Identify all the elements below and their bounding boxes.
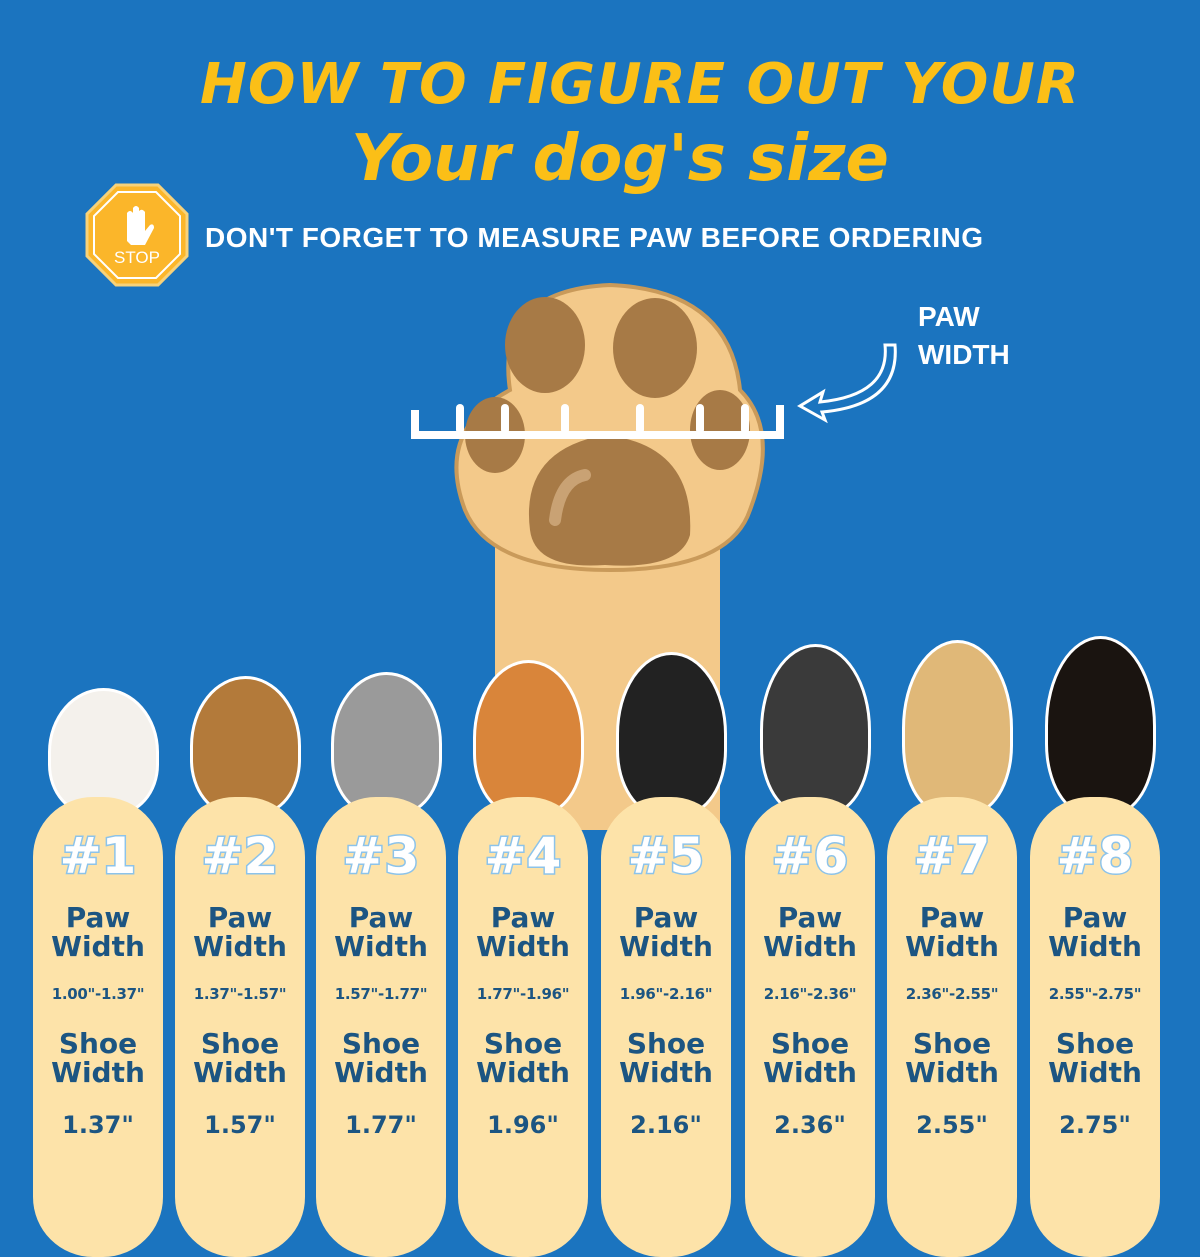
paw-width-range: 1.37"-1.57"	[193, 985, 287, 1003]
dog-photo	[1045, 636, 1156, 816]
size-number: #3	[341, 826, 421, 887]
size-card: #8 Paw Width 2.55"-2.75" Shoe Width 2.75"	[1030, 797, 1160, 1257]
dog-photo	[473, 660, 584, 816]
paw-width-range: 2.16"-2.36"	[763, 985, 857, 1003]
paw-width-label: Paw Width	[51, 901, 145, 963]
shoe-width-label: Shoe Width	[763, 1027, 857, 1089]
shoe-width-label: Shoe Width	[334, 1027, 428, 1089]
size-card: #1 Paw Width 1.00"-1.37" Shoe Width 1.37"	[33, 797, 163, 1257]
shoe-width-value: 2.55"	[916, 1111, 988, 1139]
stop-sign-icon: STOP	[85, 183, 189, 287]
size-card: #3 Paw Width 1.57"-1.77" Shoe Width 1.77"	[316, 797, 446, 1257]
shoe-width-value: 1.37"	[62, 1111, 134, 1139]
size-card: #7 Paw Width 2.36"-2.55" Shoe Width 2.55"	[887, 797, 1017, 1257]
size-number: #1	[58, 826, 138, 887]
paw-width-range: 1.77"-1.96"	[476, 985, 570, 1003]
shoe-width-value: 1.57"	[204, 1111, 276, 1139]
shoe-width-value: 2.36"	[774, 1111, 846, 1139]
paw-width-label: Paw Width	[334, 901, 428, 963]
paw-width-label: Paw Width	[193, 901, 287, 963]
dog-photo	[902, 640, 1013, 816]
title-line-1: HOW TO FIGURE OUT YOUR	[200, 52, 1080, 117]
paw-width-label: Paw Width	[619, 901, 713, 963]
size-number: #6	[770, 826, 850, 887]
title-line-2: Your dog's size	[351, 122, 889, 196]
shoe-width-label: Shoe Width	[619, 1027, 713, 1089]
size-number: #2	[200, 826, 280, 887]
size-number: #8	[1055, 826, 1135, 887]
paw-width-range: 1.57"-1.77"	[334, 985, 428, 1003]
size-card: #4 Paw Width 1.77"-1.96" Shoe Width 1.96"	[458, 797, 588, 1257]
paw-width-label: Paw Width	[905, 901, 999, 963]
shoe-width-value: 2.16"	[630, 1111, 702, 1139]
size-number: #5	[626, 826, 706, 887]
size-card: #2 Paw Width 1.37"-1.57" Shoe Width 1.57"	[175, 797, 305, 1257]
arrow-icon	[797, 343, 897, 424]
shoe-width-label: Shoe Width	[51, 1027, 145, 1089]
dog-photo	[760, 644, 871, 816]
dog-photo	[48, 688, 159, 816]
paw-width-label: Paw Width	[1048, 901, 1142, 963]
paw-width-range: 2.36"-2.55"	[905, 985, 999, 1003]
dog-photo	[331, 672, 442, 816]
reminder-text: DON'T FORGET TO MEASURE PAW BEFORE ORDER…	[205, 222, 984, 253]
stop-text: STOP	[114, 248, 160, 267]
shoe-width-label: Shoe Width	[193, 1027, 287, 1089]
dog-photo	[616, 652, 727, 816]
paw-width-range: 2.55"-2.75"	[1048, 985, 1142, 1003]
shoe-width-value: 2.75"	[1059, 1111, 1131, 1139]
ruler-icon	[411, 404, 784, 439]
shoe-width-value: 1.96"	[487, 1111, 559, 1139]
shoe-width-value: 1.77"	[345, 1111, 417, 1139]
shoe-width-label: Shoe Width	[476, 1027, 570, 1089]
dog-photo	[190, 676, 301, 816]
size-card: #6 Paw Width 2.16"-2.36" Shoe Width 2.36"	[745, 797, 875, 1257]
shoe-width-label: Shoe Width	[905, 1027, 999, 1089]
paw-width-range: 1.96"-2.16"	[619, 985, 713, 1003]
size-number: #4	[483, 826, 563, 887]
paw-width-label: Paw Width	[763, 901, 857, 963]
shoe-width-label: Shoe Width	[1048, 1027, 1142, 1089]
paw-width-range: 1.00"-1.37"	[51, 985, 145, 1003]
size-number: #7	[912, 826, 992, 887]
paw-illustration	[411, 282, 784, 830]
paw-width-label: Paw Width	[476, 901, 570, 963]
size-card: #5 Paw Width 1.96"-2.16" Shoe Width 2.16"	[601, 797, 731, 1257]
paw-width-label: PAW WIDTH	[918, 301, 1010, 370]
